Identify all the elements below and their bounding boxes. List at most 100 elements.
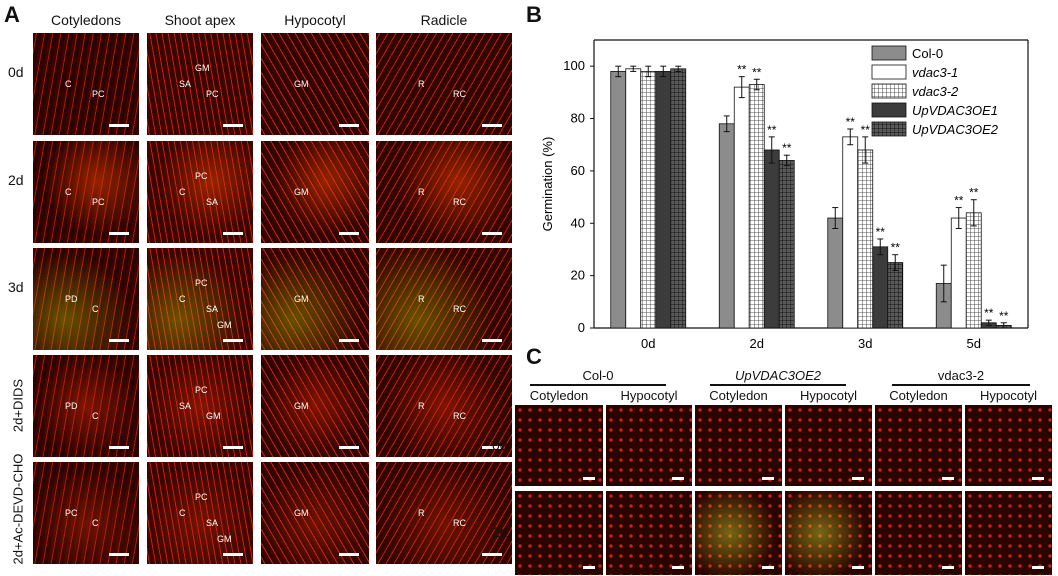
panel-c-row-label: 2d	[492, 524, 508, 540]
panel-c-group-title: vdac3-2	[937, 368, 985, 383]
panel-a-micrograph-grid: Cotyledons Shoot apex Hypocotyl Radicle 0d C P…	[0, 0, 515, 576]
micrograph-tile	[694, 490, 783, 576]
micrograph-tile: R RC	[375, 247, 513, 351]
tissue-label: RC	[453, 197, 466, 207]
y-tick-label: 0	[578, 320, 585, 335]
scale-bar	[482, 124, 502, 127]
panel-a-column-header: Radicle	[420, 12, 468, 28]
significance-label: **	[954, 194, 964, 208]
panel-c-subcolumn-header: Cotyledon	[529, 388, 589, 403]
tissue-label: SA	[179, 401, 192, 411]
micrograph-tile: SA PC GM	[146, 32, 254, 136]
tissue-label: C	[92, 304, 99, 314]
panel-c-subcolumn-header: Cotyledon	[709, 388, 768, 403]
tissue-label: C	[92, 518, 99, 528]
tissue-label: SA	[206, 197, 219, 207]
tissue-label: RC	[453, 518, 466, 528]
bar	[857, 149, 874, 329]
tissue-label: GM	[195, 63, 210, 73]
scale-bar	[1032, 477, 1044, 480]
tissue-label: RC	[453, 304, 466, 314]
scale-bar	[339, 124, 359, 127]
panel-c-group-underline	[530, 384, 666, 386]
panel-a-row-label: 2d+DIDS	[10, 378, 26, 433]
scale-bar	[482, 446, 502, 449]
scale-bar	[672, 566, 684, 569]
scale-bar	[223, 124, 243, 127]
tissue-label: PC	[195, 171, 208, 181]
micrograph-tile: C SA PC GM	[146, 461, 254, 565]
micrograph-tile: R RC	[375, 354, 513, 458]
panel-c-subcolumn-header: Hypocotyl	[799, 388, 858, 403]
significance-label: **	[846, 115, 856, 129]
legend-label: UpVDAC3OE2	[912, 122, 999, 137]
bar	[625, 68, 642, 329]
micrograph-tile: PD C	[32, 247, 140, 351]
tissue-label: SA	[206, 304, 219, 314]
bar	[733, 86, 750, 329]
y-axis-label: Germination (%)	[540, 137, 555, 232]
scale-bar	[339, 232, 359, 235]
tissue-label: GM	[217, 534, 232, 544]
micrograph-tile: GM	[260, 140, 370, 244]
panel-b-letter: B	[526, 2, 542, 27]
micrograph-tile	[784, 490, 873, 576]
micrograph-tile	[694, 404, 783, 487]
significance-label: **	[752, 65, 762, 79]
x-tick-label: 0d	[641, 336, 655, 351]
legend-swatch	[871, 102, 907, 118]
legend-label: vdac3-2	[912, 84, 959, 99]
tissue-label: RC	[453, 89, 466, 99]
micrograph-tile: GM	[260, 461, 370, 565]
tissue-label: RC	[453, 411, 466, 421]
scale-bar	[762, 566, 774, 569]
tissue-label: PC	[195, 278, 208, 288]
legend-swatch	[871, 83, 907, 99]
tissue-label: C	[65, 187, 72, 197]
legend-label: vdac3-1	[912, 65, 958, 80]
micrograph-tile: C PC	[32, 140, 140, 244]
panel-c-subcolumn-header: Hypocotyl	[620, 388, 678, 403]
panel-c-group-underline	[892, 384, 1030, 386]
scale-bar	[852, 477, 864, 480]
significance-label: **	[984, 306, 994, 320]
x-tick-label: 5d	[967, 336, 981, 351]
scale-bar	[942, 566, 954, 569]
micrograph-tile: PC C	[32, 461, 140, 565]
micrograph-tile	[874, 490, 963, 576]
tissue-label: GM	[294, 508, 309, 518]
tissue-label: C	[179, 294, 186, 304]
scale-bar	[109, 446, 129, 449]
tissue-label: GM	[294, 187, 309, 197]
tissue-label: GM	[294, 401, 309, 411]
legend-swatch	[871, 45, 907, 61]
y-tick-label: 40	[571, 215, 585, 230]
scale-bar	[109, 124, 129, 127]
significance-label: **	[876, 225, 886, 239]
bar	[965, 212, 982, 329]
bar	[778, 160, 795, 329]
significance-label: **	[969, 186, 979, 200]
micrograph-tile: R RC	[375, 461, 513, 565]
panel-a-row-label: 3d	[8, 279, 24, 295]
tissue-label: PC	[92, 89, 105, 99]
micrograph-tile: PD C	[32, 354, 140, 458]
scale-bar	[583, 566, 595, 569]
scale-bar	[109, 232, 129, 235]
bar	[610, 71, 627, 329]
bar	[842, 136, 859, 329]
tissue-label: SA	[206, 518, 219, 528]
panel-c-letter: C	[526, 344, 542, 369]
panel-c-group-title: Col-0	[582, 368, 614, 383]
significance-label: **	[891, 241, 901, 255]
germination-bar-chart: 0 20 40 60 80 100 Germination (%) 0d 2d 3d 5d ** **…	[540, 39, 1029, 351]
scale-bar	[109, 339, 129, 342]
scale-bar	[1032, 566, 1044, 569]
significance-label: **	[782, 141, 792, 155]
micrograph-tile: C SA PC GM	[146, 247, 254, 351]
micrograph-tile: SA GM PC	[146, 354, 254, 458]
panel-c-micrograph-grid: Col-0 UpVDAC3OE2 vdac3-2 Cotyledon Hypocotyl…	[492, 360, 1058, 576]
significance-label: **	[999, 309, 1009, 323]
micrograph-tile: GM	[260, 247, 370, 351]
micrograph-tile	[605, 404, 693, 487]
